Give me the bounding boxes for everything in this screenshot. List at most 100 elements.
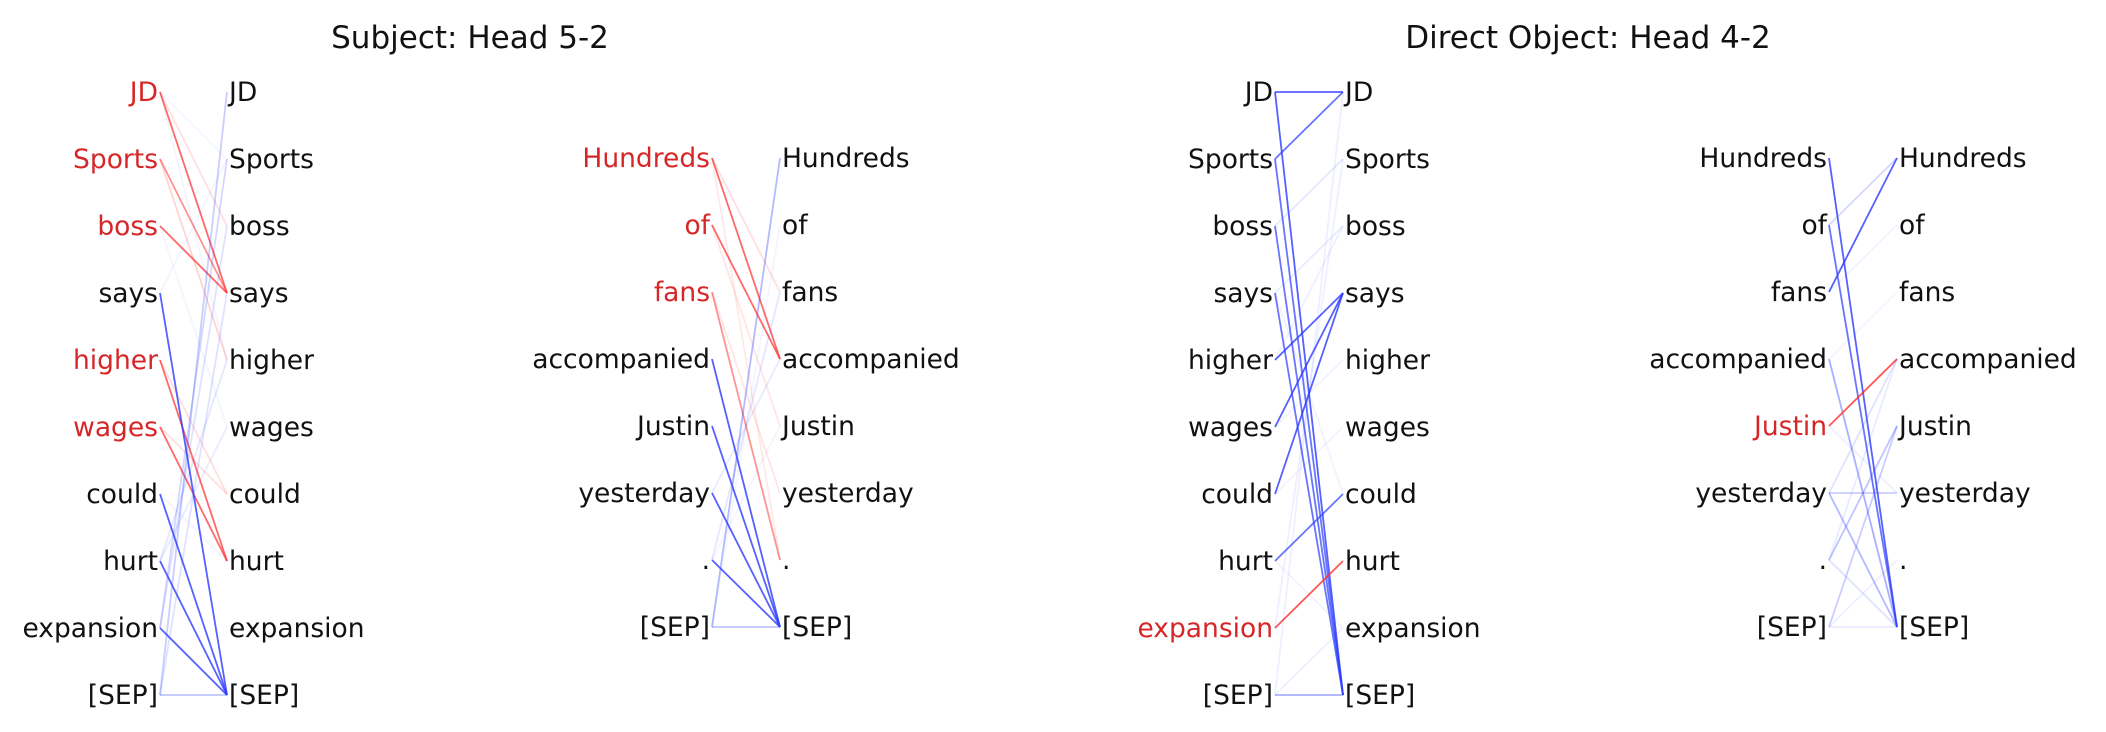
attention-line [1828,425,1898,494]
token-left-higher: higher [1188,345,1273,376]
token-right-expansion: expansion [1345,613,1481,644]
token-left-hurt: hurt [103,546,158,577]
attention-line [711,157,781,628]
attention-line [159,292,228,696]
attention-line [159,91,228,696]
attention-line [159,493,228,696]
token-right-accompanied: accompanied [1899,344,2077,375]
token-left-fans: fans [1771,277,1827,308]
token-right-hundreds: Hundreds [1899,143,2027,174]
attention-line [159,158,228,629]
token-right-sep: [SEP] [1899,612,1969,643]
token-left-justin: Justin [635,411,710,442]
attention-line [1828,492,1898,628]
token-left-punct: . [1819,545,1827,576]
attention-line [1274,560,1344,629]
attention-line [711,559,781,628]
token-right-sports: Sports [229,144,314,175]
token-right-hurt: hurt [1345,546,1400,577]
token-left-accompanied: accompanied [1649,344,1827,375]
token-left-punct: . [702,545,710,576]
attention-line [1274,91,1344,160]
attention-line [1274,91,1344,696]
attention-line [1828,358,1898,494]
attention-line [159,359,228,562]
token-right-sep: [SEP] [782,612,852,643]
token-left-jd: JD [128,77,158,108]
attention-line [1828,358,1898,427]
token-left-expansion: expansion [1137,613,1273,644]
token-right-could: could [1345,479,1417,510]
token-left-accompanied: accompanied [532,344,710,375]
attention-line [1828,224,1898,628]
attention-line [1828,559,1898,628]
token-left-sep: [SEP] [1757,612,1827,643]
token-left-could: could [86,479,158,510]
attention-line [159,158,228,294]
token-right-of: of [1899,210,1925,241]
token-right-punct: . [1899,545,1907,576]
attention-line [711,492,781,628]
attention-line [711,157,781,293]
token-left-hundreds: Hundreds [582,143,710,174]
token-left-expansion: expansion [22,613,158,644]
attention-line [1274,359,1344,428]
attention-line [711,425,781,628]
attention-line [159,225,228,428]
attention-line [159,426,228,562]
token-left-jd: JD [1243,77,1273,108]
token-right-yesterday: yesterday [782,478,914,509]
attention-line [1274,292,1344,495]
panel-title-direct-object: Direct Object: Head 4-2 [1405,20,1771,56]
attention-line [159,292,228,696]
token-right-of: of [782,210,808,241]
token-right-says: says [229,278,289,309]
token-right-justin: Justin [1897,411,1972,442]
attention-line [1828,559,1898,628]
attention-line [1274,158,1344,696]
token-right-sep: [SEP] [1345,680,1415,711]
attention-line [1274,225,1344,696]
token-right-yesterday: yesterday [1899,478,2031,509]
token-right-jd: JD [227,77,257,108]
token-left-sep: [SEP] [1203,680,1273,711]
token-left-sports: Sports [73,144,158,175]
attention-line [1274,158,1344,227]
attention-line [711,358,781,628]
attention-line [711,224,781,427]
token-right-boss: boss [1345,211,1406,242]
attention-line [711,425,781,561]
attention-line [159,359,228,562]
token-right-expansion: expansion [229,613,365,644]
token-right-fans: fans [782,277,838,308]
attention-line [159,91,228,160]
attention-diagram-0: JD JD Sports Sports boss boss says says higher hi… [22,77,364,711]
attention-line [1274,292,1344,428]
token-right-accompanied: accompanied [782,344,960,375]
token-right-hurt: hurt [229,546,284,577]
attention-line [1828,291,1898,360]
token-left-higher: higher [73,345,158,376]
token-right-wages: wages [1345,412,1430,443]
attention-line [1274,292,1344,361]
attention-line [1828,157,1898,226]
token-right-boss: boss [229,211,290,242]
attention-line [711,224,781,360]
attention-line [159,91,228,361]
attention-line [711,224,781,628]
attention-line [1274,627,1344,696]
attention-diagram-1: Hundreds Hundreds of of fans fans accompanied a… [532,143,960,643]
attention-line [711,291,781,494]
token-right-sep: [SEP] [229,680,299,711]
token-left-says: says [98,278,158,309]
token-left-sep: [SEP] [640,612,710,643]
token-left-could: could [1201,479,1273,510]
token-left-hurt: hurt [1218,546,1273,577]
token-left-sep: [SEP] [88,680,158,711]
attention-line [1274,225,1344,361]
token-left-yesterday: yesterday [1695,478,1827,509]
attention-line [1274,560,1344,629]
attention-line [711,358,781,494]
attention-line [1274,292,1344,495]
token-left-hundreds: Hundreds [1699,143,1827,174]
